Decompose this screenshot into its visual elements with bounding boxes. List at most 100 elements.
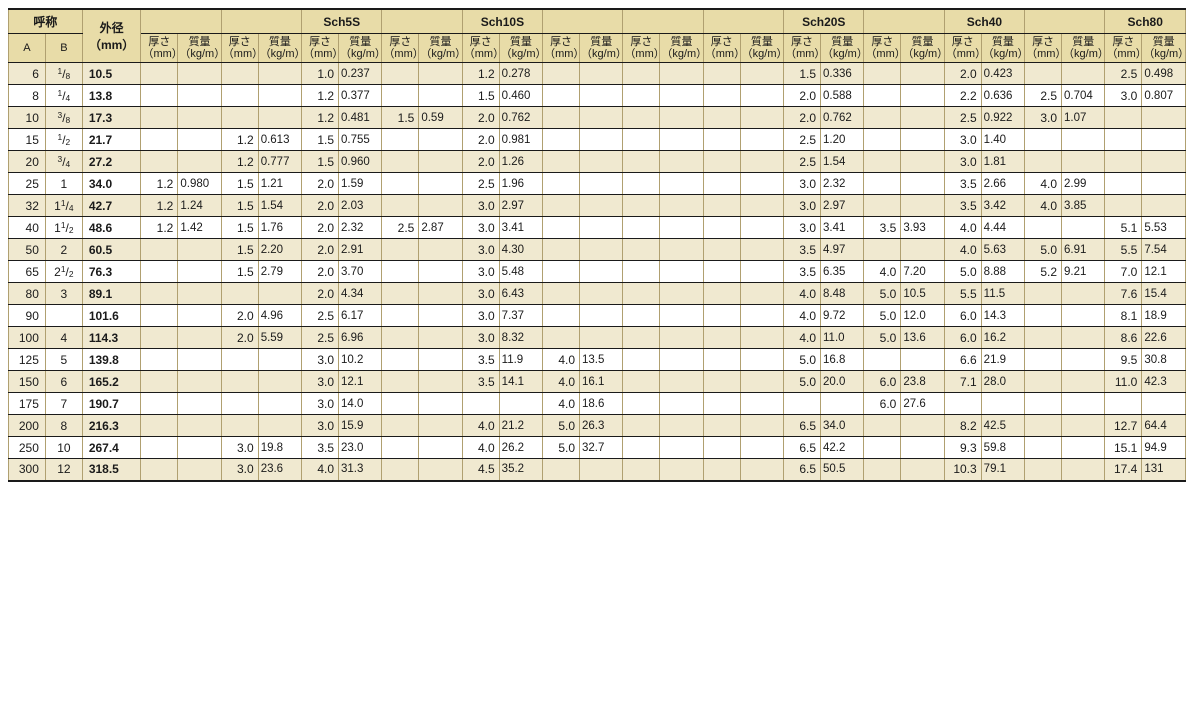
cell-mass (901, 173, 944, 195)
cell-mass: 6.17 (339, 305, 382, 327)
cell-A: 65 (9, 261, 46, 283)
cell-thickness (703, 371, 740, 393)
cell-thickness (864, 63, 901, 85)
cell-mass: 22.6 (1142, 327, 1186, 349)
cell-mass (660, 371, 703, 393)
cell-OD: 190.7 (82, 393, 141, 415)
cell-thickness (703, 173, 740, 195)
cell-B: 10 (45, 437, 82, 459)
cell-mass: 15.9 (339, 415, 382, 437)
cell-thickness: 1.2 (462, 63, 499, 85)
cell-mass (419, 393, 462, 415)
cell-thickness (141, 107, 178, 129)
cell-mass (660, 195, 703, 217)
cell-mass: 2.87 (419, 217, 462, 239)
cell-B: 8 (45, 415, 82, 437)
cell-mass: 42.3 (1142, 371, 1186, 393)
cell-mass: 8.88 (981, 261, 1024, 283)
cell-thickness: 2.0 (302, 283, 339, 305)
cell-mass (660, 437, 703, 459)
cell-thickness (141, 371, 178, 393)
cell-mass (1142, 173, 1186, 195)
cell-thickness: 1.2 (141, 173, 178, 195)
cell-thickness (623, 327, 660, 349)
cell-thickness: 6.0 (864, 393, 901, 415)
header-mass: 質量（kg/m） (1062, 34, 1105, 63)
cell-OD: 27.2 (82, 151, 141, 173)
cell-thickness (1105, 173, 1142, 195)
cell-thickness (1025, 151, 1062, 173)
cell-thickness (1025, 129, 1062, 151)
cell-thickness: 9.3 (944, 437, 981, 459)
cell-mass (660, 393, 703, 415)
cell-thickness (543, 459, 580, 481)
cell-mass (258, 349, 301, 371)
header-thickness: 厚さ（mm） (221, 34, 258, 63)
cell-thickness (141, 151, 178, 173)
cell-mass: 5.59 (258, 327, 301, 349)
cell-mass (419, 327, 462, 349)
cell-B: 6 (45, 371, 82, 393)
cell-thickness (864, 173, 901, 195)
cell-thickness (543, 305, 580, 327)
header-od: 外径 （mm） (82, 9, 141, 63)
cell-thickness: 5.0 (784, 371, 821, 393)
cell-mass: 3.70 (339, 261, 382, 283)
header-od-l2: （mm） (89, 38, 134, 52)
cell-mass (740, 63, 783, 85)
cell-thickness: 8.1 (1105, 305, 1142, 327)
cell-thickness (1025, 349, 1062, 371)
cell-mass: 1.76 (258, 217, 301, 239)
cell-mass (580, 85, 623, 107)
header-thickness: 厚さ（mm） (864, 34, 901, 63)
cell-B: 1 (45, 173, 82, 195)
cell-mass (1062, 63, 1105, 85)
cell-mass (660, 217, 703, 239)
cell-thickness: 4.0 (543, 349, 580, 371)
table-row: 25134.01.20.9801.51.212.01.592.51.963.02… (9, 173, 1186, 195)
cell-A: 250 (9, 437, 46, 459)
cell-mass (419, 437, 462, 459)
cell-mass: 0.336 (821, 63, 864, 85)
cell-mass (901, 239, 944, 261)
cell-mass (1062, 459, 1105, 481)
cell-thickness (703, 107, 740, 129)
cell-OD: 216.3 (82, 415, 141, 437)
cell-thickness: 3.0 (302, 415, 339, 437)
cell-thickness: 1.2 (221, 129, 258, 151)
cell-thickness (382, 173, 419, 195)
cell-thickness: 5.0 (784, 349, 821, 371)
cell-mass: 0.980 (178, 173, 221, 195)
cell-mass: 16.8 (821, 349, 864, 371)
cell-thickness: 4.0 (1025, 195, 1062, 217)
cell-mass: 1.20 (821, 129, 864, 151)
cell-mass: 8.32 (499, 327, 542, 349)
cell-thickness (1025, 327, 1062, 349)
cell-thickness (1025, 393, 1062, 415)
cell-mass (178, 349, 221, 371)
header-thickness: 厚さ（mm） (1105, 34, 1142, 63)
cell-mass: 0.460 (499, 85, 542, 107)
cell-thickness: 3.0 (784, 217, 821, 239)
cell-thickness (382, 239, 419, 261)
table-row: 1004114.32.05.592.56.963.08.324.011.05.0… (9, 327, 1186, 349)
cell-thickness (141, 305, 178, 327)
cell-mass (901, 459, 944, 481)
cell-thickness (543, 85, 580, 107)
cell-thickness (1025, 305, 1062, 327)
cell-thickness (703, 239, 740, 261)
cell-thickness: 4.0 (864, 261, 901, 283)
cell-thickness (543, 129, 580, 151)
cell-mass (901, 437, 944, 459)
cell-mass (1062, 327, 1105, 349)
cell-mass (178, 261, 221, 283)
cell-thickness: 2.5 (784, 151, 821, 173)
cell-mass: 0.981 (499, 129, 542, 151)
cell-thickness (944, 393, 981, 415)
cell-mass (901, 415, 944, 437)
cell-thickness (703, 305, 740, 327)
table-row: 203/427.21.20.7771.50.9602.01.262.51.543… (9, 151, 1186, 173)
cell-mass: 20.0 (821, 371, 864, 393)
cell-mass (740, 261, 783, 283)
cell-thickness: 5.0 (543, 415, 580, 437)
